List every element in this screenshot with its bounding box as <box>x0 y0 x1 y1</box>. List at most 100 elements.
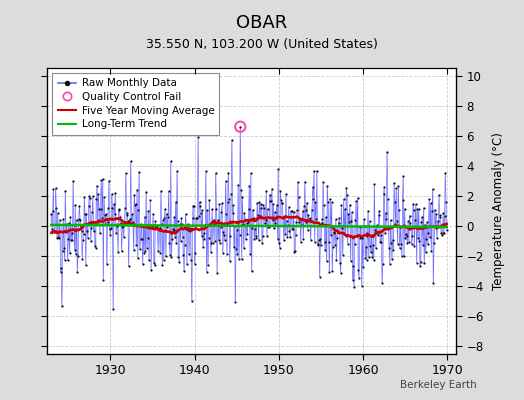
Point <box>133 187 141 193</box>
Point <box>368 254 377 260</box>
Point <box>378 280 386 286</box>
Point <box>289 208 298 215</box>
Point <box>427 200 435 206</box>
Point <box>356 224 365 230</box>
Point <box>179 252 188 259</box>
Point <box>395 206 403 213</box>
Point <box>226 232 235 239</box>
Point <box>320 239 329 246</box>
Point <box>208 240 216 246</box>
Point <box>131 201 139 208</box>
Point <box>140 250 148 256</box>
Point <box>76 216 84 223</box>
Point <box>250 236 258 242</box>
Point <box>119 234 128 240</box>
Point <box>111 210 119 217</box>
Point <box>165 240 173 246</box>
Point <box>110 200 118 207</box>
Point <box>200 236 209 242</box>
Point <box>144 234 152 241</box>
Point <box>266 198 275 204</box>
Point <box>248 225 256 231</box>
Point <box>397 240 405 247</box>
Point <box>353 195 362 201</box>
Point <box>420 260 429 266</box>
Point <box>102 211 111 218</box>
Point <box>56 217 64 224</box>
Point <box>255 199 264 205</box>
Point <box>115 206 123 213</box>
Point <box>421 222 429 228</box>
Point <box>65 220 73 226</box>
Point <box>187 257 195 263</box>
Point <box>280 213 289 219</box>
Point <box>259 202 268 208</box>
Point <box>407 225 415 231</box>
Point <box>105 177 113 184</box>
Point <box>435 192 443 198</box>
Point <box>390 199 399 206</box>
Point <box>219 250 227 256</box>
Point <box>396 244 404 251</box>
Point <box>369 242 377 248</box>
Point <box>253 200 261 207</box>
Point <box>434 224 442 230</box>
Point <box>359 264 367 270</box>
Point <box>300 203 309 210</box>
Point <box>318 220 326 226</box>
Point <box>231 222 239 229</box>
Point <box>169 227 178 234</box>
Point <box>188 215 196 222</box>
Point <box>267 198 276 205</box>
Point <box>362 244 370 250</box>
Point <box>353 232 361 239</box>
Point <box>198 207 206 213</box>
Point <box>322 214 330 220</box>
Point <box>257 205 266 211</box>
Point <box>51 185 60 191</box>
Point <box>221 178 230 185</box>
Point <box>282 218 291 224</box>
Point <box>182 226 190 232</box>
Point <box>103 261 111 268</box>
Point <box>260 220 269 226</box>
Point <box>295 218 303 225</box>
Point <box>370 181 379 187</box>
Point <box>90 221 99 227</box>
Point <box>229 202 237 209</box>
Point <box>384 196 392 202</box>
Point <box>178 221 186 227</box>
Point <box>220 232 228 239</box>
Point <box>160 214 169 221</box>
Point <box>291 231 300 238</box>
Point <box>122 211 130 218</box>
Point <box>66 250 74 257</box>
Point <box>68 237 77 243</box>
Point <box>162 210 171 217</box>
Point <box>315 274 324 280</box>
Point <box>99 277 107 283</box>
Point <box>391 220 400 227</box>
Point <box>415 238 423 244</box>
Point <box>269 201 278 207</box>
Point <box>377 232 386 238</box>
Point <box>381 230 389 236</box>
Point <box>145 257 153 263</box>
Point <box>87 224 95 231</box>
Point <box>53 210 62 216</box>
Point <box>313 168 321 175</box>
Point <box>291 248 299 254</box>
Point <box>117 248 126 254</box>
Point <box>344 211 353 217</box>
Point <box>272 214 280 221</box>
Point <box>111 190 119 196</box>
Point <box>332 216 340 222</box>
Point <box>414 235 422 242</box>
Point <box>177 238 185 244</box>
Point <box>440 230 448 236</box>
Point <box>427 248 435 254</box>
Point <box>382 216 390 222</box>
Point <box>113 221 121 227</box>
Point <box>346 202 354 208</box>
Point <box>227 137 236 144</box>
